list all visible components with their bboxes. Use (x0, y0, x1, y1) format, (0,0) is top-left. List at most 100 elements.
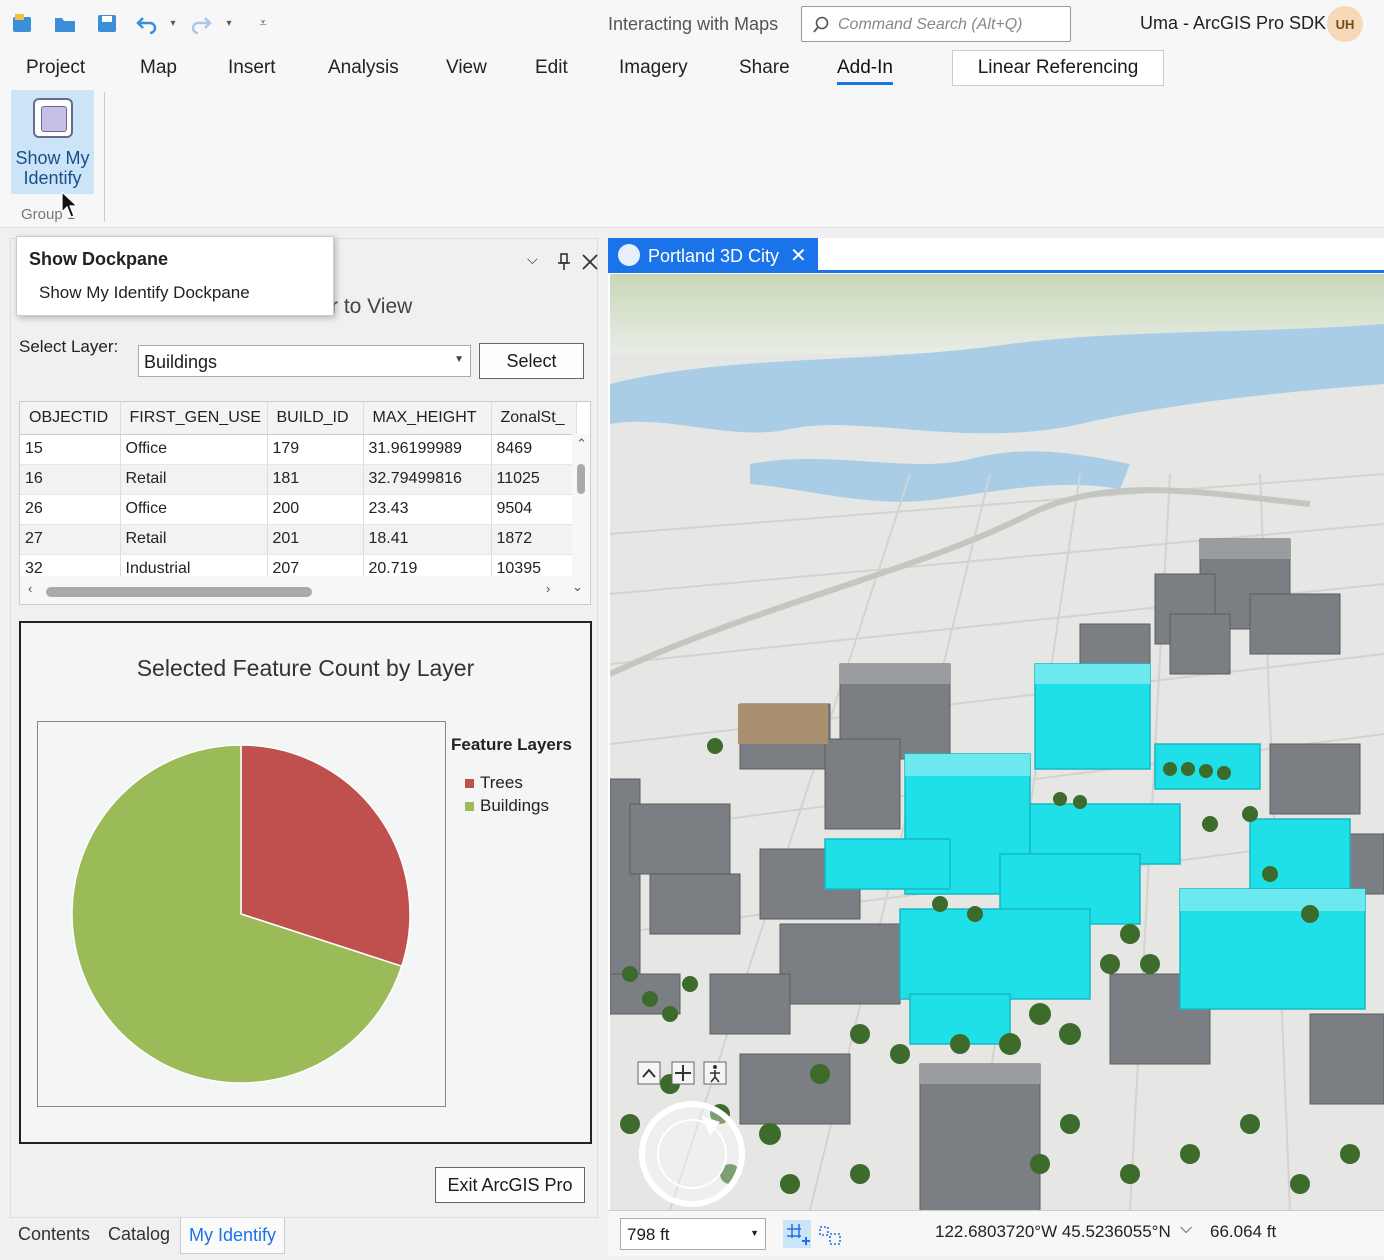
tab-insert[interactable]: Insert (228, 57, 276, 78)
snapping-icon[interactable] (815, 1219, 845, 1249)
map-status-bar: 798 ft ▼ 122.6803720°W 45.5236055°N ⌵ 66… (608, 1210, 1384, 1256)
avatar[interactable]: UH (1327, 6, 1363, 42)
close-icon[interactable] (582, 254, 598, 270)
table-cell: 16 (20, 464, 121, 495)
scale-select[interactable]: 798 ft ▼ (620, 1218, 766, 1250)
table-row[interactable]: 16 Retail 181 32.79499816 11025 (20, 464, 577, 495)
tooltip-title: Show Dockpane (29, 249, 169, 269)
column-header[interactable]: FIRST_GEN_USE (120, 402, 268, 435)
scroll-thumb[interactable] (46, 587, 312, 597)
grid-snapping-icon[interactable] (782, 1219, 812, 1249)
table-cell: Office (120, 494, 268, 525)
show-my-identify-button[interactable]: Show My Identify (11, 90, 94, 194)
map-view: Portland 3D City ✕ (608, 238, 1384, 1256)
command-search-input[interactable]: Command Search (Alt+Q) (801, 6, 1071, 42)
tab-share[interactable]: Share (739, 57, 790, 78)
scroll-up-icon[interactable]: ⌃ (576, 436, 587, 451)
user-name[interactable]: Uma - ArcGIS Pro SDK (1140, 13, 1327, 33)
map-tab[interactable]: Portland 3D City ✕ (608, 238, 818, 272)
chart-plot-area (37, 721, 446, 1107)
column-header[interactable]: OBJECTID (20, 402, 121, 435)
table-row[interactable]: 26 Office 200 23.43 9504 (20, 494, 577, 525)
mouse-pointer-icon (61, 190, 79, 218)
scroll-left-icon[interactable]: ‹ (28, 581, 33, 596)
table-row[interactable]: 15 Office 179 31.96199989 8469 (20, 434, 577, 465)
table-row[interactable]: 27 Retail 201 18.41 1872 (20, 524, 577, 555)
tab-edit[interactable]: Edit (535, 57, 568, 78)
legend-label: Buildings (480, 796, 549, 815)
select-layer-label: Select Layer: (19, 337, 119, 356)
pie-slice-buildings[interactable] (71, 744, 403, 1084)
tooltip-body: Show My Identify Dockpane (39, 283, 250, 302)
table-cell: 27 (20, 524, 121, 555)
table-cell: 31.96199989 (363, 434, 492, 465)
scroll-thumb[interactable] (577, 464, 585, 494)
legend-swatch (465, 779, 474, 788)
chevron-down-icon[interactable]: ⌵ (1180, 1220, 1193, 1237)
dock-tabs: Contents Catalog My Identify (10, 1218, 598, 1256)
scroll-down-icon[interactable]: ⌄ (572, 579, 583, 594)
customize-toolbar-icon[interactable]: ⩡ (259, 15, 267, 30)
pie-slice-trees[interactable] (240, 744, 411, 968)
vertical-scrollbar[interactable]: ⌃ (572, 434, 590, 576)
tab-add-in[interactable]: Add-In (837, 57, 893, 85)
tab-map[interactable]: Map (140, 57, 177, 78)
column-header[interactable]: MAX_HEIGHT (363, 402, 492, 435)
tab-view[interactable]: View (446, 57, 487, 78)
table-cell: Retail (120, 464, 268, 495)
undo-dropdown-icon[interactable]: ▾ (170, 17, 176, 29)
undo-icon[interactable] (134, 10, 160, 36)
ribbon: Show My Identify Group 1 (0, 88, 1384, 228)
close-icon[interactable]: ✕ (790, 245, 807, 267)
table-cell: 1872 (491, 524, 577, 555)
scale-value: 798 ft (627, 1225, 670, 1244)
table-cell: Office (120, 434, 268, 465)
table-cell: 26 (20, 494, 121, 525)
pie-chart (71, 744, 411, 1084)
pin-icon[interactable] (557, 253, 571, 271)
table-cell: 32.79499816 (363, 464, 492, 495)
legend-swatch (465, 802, 474, 811)
chevron-down-icon[interactable]: ⌵ (527, 251, 538, 267)
open-project-icon[interactable] (52, 10, 78, 36)
tab-contents[interactable]: Contents (18, 1224, 91, 1244)
horizontal-scrollbar[interactable]: ‹ › ⌄ (20, 576, 590, 604)
redo-icon[interactable] (188, 10, 214, 36)
tab-my-identify[interactable]: My Identify (180, 1218, 286, 1254)
save-project-icon[interactable] (94, 10, 120, 36)
table-cell: 201 (267, 524, 364, 555)
show-my-identify-label: Show My Identify (15, 148, 90, 188)
dockpane-icon (33, 98, 73, 138)
tab-linear-referencing[interactable]: Linear Referencing (952, 50, 1164, 86)
attribute-table[interactable]: OBJECTID FIRST_GEN_USE BUILD_ID MAX_HEIG… (19, 401, 591, 605)
legend-title: Feature Layers (451, 735, 572, 754)
legend-label: Trees (480, 773, 523, 792)
table-cell: 179 (267, 434, 364, 465)
globe-icon (618, 244, 640, 266)
redo-dropdown-icon[interactable]: ▾ (226, 17, 232, 29)
elevation-readout: 66.064 ft (1210, 1222, 1277, 1241)
new-project-icon[interactable] (10, 10, 36, 36)
select-button[interactable]: Select (479, 343, 584, 379)
search-icon (813, 16, 829, 33)
legend-item-trees: Trees (465, 773, 523, 793)
column-header[interactable]: ZonalSt_ (491, 402, 577, 435)
scene-3d-image (610, 274, 1384, 1210)
table-cell: 9504 (491, 494, 577, 525)
tooltip: Show Dockpane Show My Identify Dockpane (16, 236, 334, 316)
table-cell: 15 (20, 434, 121, 465)
column-header[interactable]: BUILD_ID (267, 402, 364, 435)
table-cell: 8469 (491, 434, 577, 465)
project-title: Interacting with Maps (608, 14, 779, 34)
layer-select[interactable]: Buildings ▼ (138, 345, 471, 377)
tab-catalog[interactable]: Catalog (108, 1224, 171, 1244)
dockpane-title: r to View (331, 295, 413, 318)
tab-analysis[interactable]: Analysis (328, 57, 399, 78)
scroll-right-icon[interactable]: › (546, 581, 551, 596)
exit-arcgis-pro-button[interactable]: Exit ArcGIS Pro (435, 1167, 585, 1203)
chart-title: Selected Feature Count by Layer (136, 655, 475, 681)
table-cell: 200 (267, 494, 364, 525)
scene-canvas[interactable] (610, 274, 1384, 1210)
tab-project[interactable]: Project (26, 57, 86, 78)
tab-imagery[interactable]: Imagery (619, 57, 688, 78)
